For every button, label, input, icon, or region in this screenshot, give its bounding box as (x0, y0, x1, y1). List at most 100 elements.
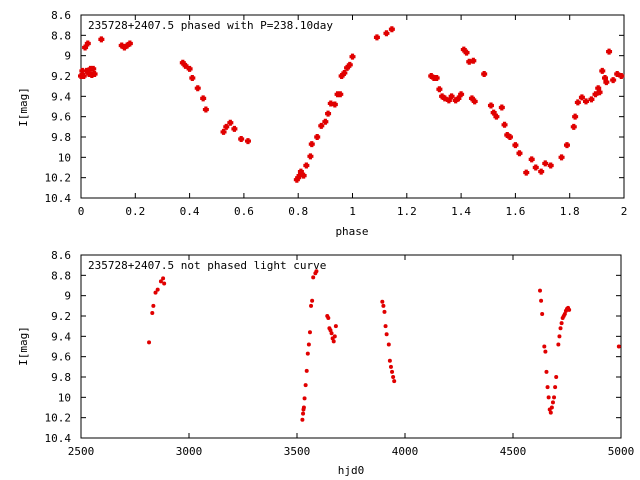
phased-x-tick-label: 1.2 (397, 205, 417, 218)
data-point (618, 73, 625, 79)
data-point (223, 123, 230, 130)
unphased-y-tick-label: 8.8 (51, 269, 71, 282)
data-point (441, 95, 448, 102)
data-point (523, 169, 530, 176)
data-point (436, 86, 443, 93)
data-point (481, 70, 488, 77)
phased-x-tick-label: 1.4 (451, 205, 471, 218)
data-point (155, 287, 160, 292)
unphased-y-tick-label: 9.2 (51, 310, 71, 323)
data-point (563, 142, 570, 149)
data-point (329, 331, 334, 336)
unphased-y-tick-labels: 8.6 8.8 9 9.2 9.4 9.6 9.8 10 10.2 10.4 (45, 249, 72, 445)
data-point (574, 99, 581, 106)
phased-panel: 0 0.2 0.4 0.6 0.8 1 1.2 1.4 1.6 1.8 2 8.6 8.8 9 9.2 9.… (17, 9, 627, 238)
unphased-x-tick-label: 4000 (392, 445, 419, 458)
data-point (202, 106, 209, 113)
data-point (382, 309, 387, 314)
data-point (227, 119, 234, 126)
data-point (98, 36, 105, 43)
data-point (332, 334, 337, 339)
data-point (599, 67, 606, 74)
data-point (349, 53, 356, 60)
data-point (91, 70, 98, 77)
unphased-y-tick-label: 8.6 (51, 249, 71, 262)
data-point (220, 128, 227, 135)
unphased-y-tick-label: 10.2 (45, 412, 72, 425)
data-point (331, 101, 338, 108)
data-point (333, 324, 338, 329)
data-point (328, 328, 333, 333)
data-point (153, 290, 158, 295)
data-point (542, 160, 549, 167)
data-point (322, 118, 329, 125)
unphased-x-axis-label: hjd0 (338, 464, 365, 477)
data-point (606, 48, 613, 55)
data-point (381, 303, 386, 308)
data-point (592, 91, 599, 98)
unphased-chart-title: 235728+2407.5 not phased light curve (88, 259, 326, 272)
unphased-y-tick-label: 10 (58, 391, 71, 404)
data-point (543, 349, 548, 354)
phased-x-tick-labels: 0 0.2 0.4 0.6 0.8 1 1.2 1.4 1.6 1.8 2 (78, 205, 628, 218)
data-point (307, 153, 314, 160)
unphased-ticks (80, 254, 622, 439)
data-point (386, 342, 391, 347)
data-point (556, 342, 561, 347)
data-point (539, 298, 544, 303)
data-point (325, 110, 332, 117)
unphased-panel: 2500 3000 3500 4000 4500 5000 8.6 8.8 9 9.2 9.4 9.… (17, 249, 634, 477)
data-point (572, 113, 579, 120)
unphased-y-tick-label: 9.6 (51, 351, 71, 364)
phased-x-tick-label: 0.2 (125, 205, 145, 218)
phased-y-axis-label: I[mag] (17, 87, 30, 127)
phased-y-tick-label: 10.4 (45, 192, 72, 205)
unphased-y-tick-label: 9.4 (51, 330, 71, 343)
data-point (388, 364, 393, 369)
phased-y-tick-label: 9.6 (51, 111, 71, 124)
phased-x-tick-label: 2 (621, 205, 628, 218)
unphased-x-tick-label: 3500 (284, 445, 311, 458)
data-point (557, 334, 562, 339)
phased-y-tick-label: 9 (64, 50, 71, 63)
data-point (305, 351, 310, 356)
data-point (542, 344, 547, 349)
phased-y-tick-label: 9.4 (51, 90, 71, 103)
data-point (552, 395, 557, 400)
data-point (182, 62, 189, 69)
data-point (306, 342, 311, 347)
data-point (487, 102, 494, 109)
data-point (303, 383, 308, 388)
data-point (300, 172, 307, 179)
unphased-y-tick-label: 9.8 (51, 371, 71, 384)
data-point (559, 321, 564, 326)
unphased-x-tick-label: 2500 (68, 445, 95, 458)
unphased-x-tick-label: 4500 (500, 445, 527, 458)
phased-points (78, 26, 625, 183)
unphased-y-tick-label: 10.4 (45, 432, 72, 445)
unphased-y-axis-label: I[mag] (17, 326, 30, 366)
data-point (300, 417, 305, 422)
data-point (158, 279, 163, 284)
unphased-plot-frame (80, 254, 622, 439)
phased-x-tick-label: 0 (78, 205, 85, 218)
data-point (387, 358, 392, 363)
data-point (558, 326, 563, 331)
data-point (373, 34, 380, 41)
data-point (314, 134, 321, 140)
data-point (390, 369, 395, 374)
data-point (553, 385, 558, 390)
data-point (578, 94, 585, 101)
data-point (532, 164, 539, 171)
data-point (506, 134, 513, 140)
data-point (337, 91, 344, 98)
data-point (231, 125, 238, 132)
data-point (84, 40, 91, 47)
phased-x-tick-label: 0.4 (180, 205, 200, 218)
data-point (194, 85, 201, 92)
data-point (314, 269, 319, 274)
data-point (189, 75, 196, 82)
data-point (346, 61, 353, 68)
data-point (490, 109, 497, 116)
